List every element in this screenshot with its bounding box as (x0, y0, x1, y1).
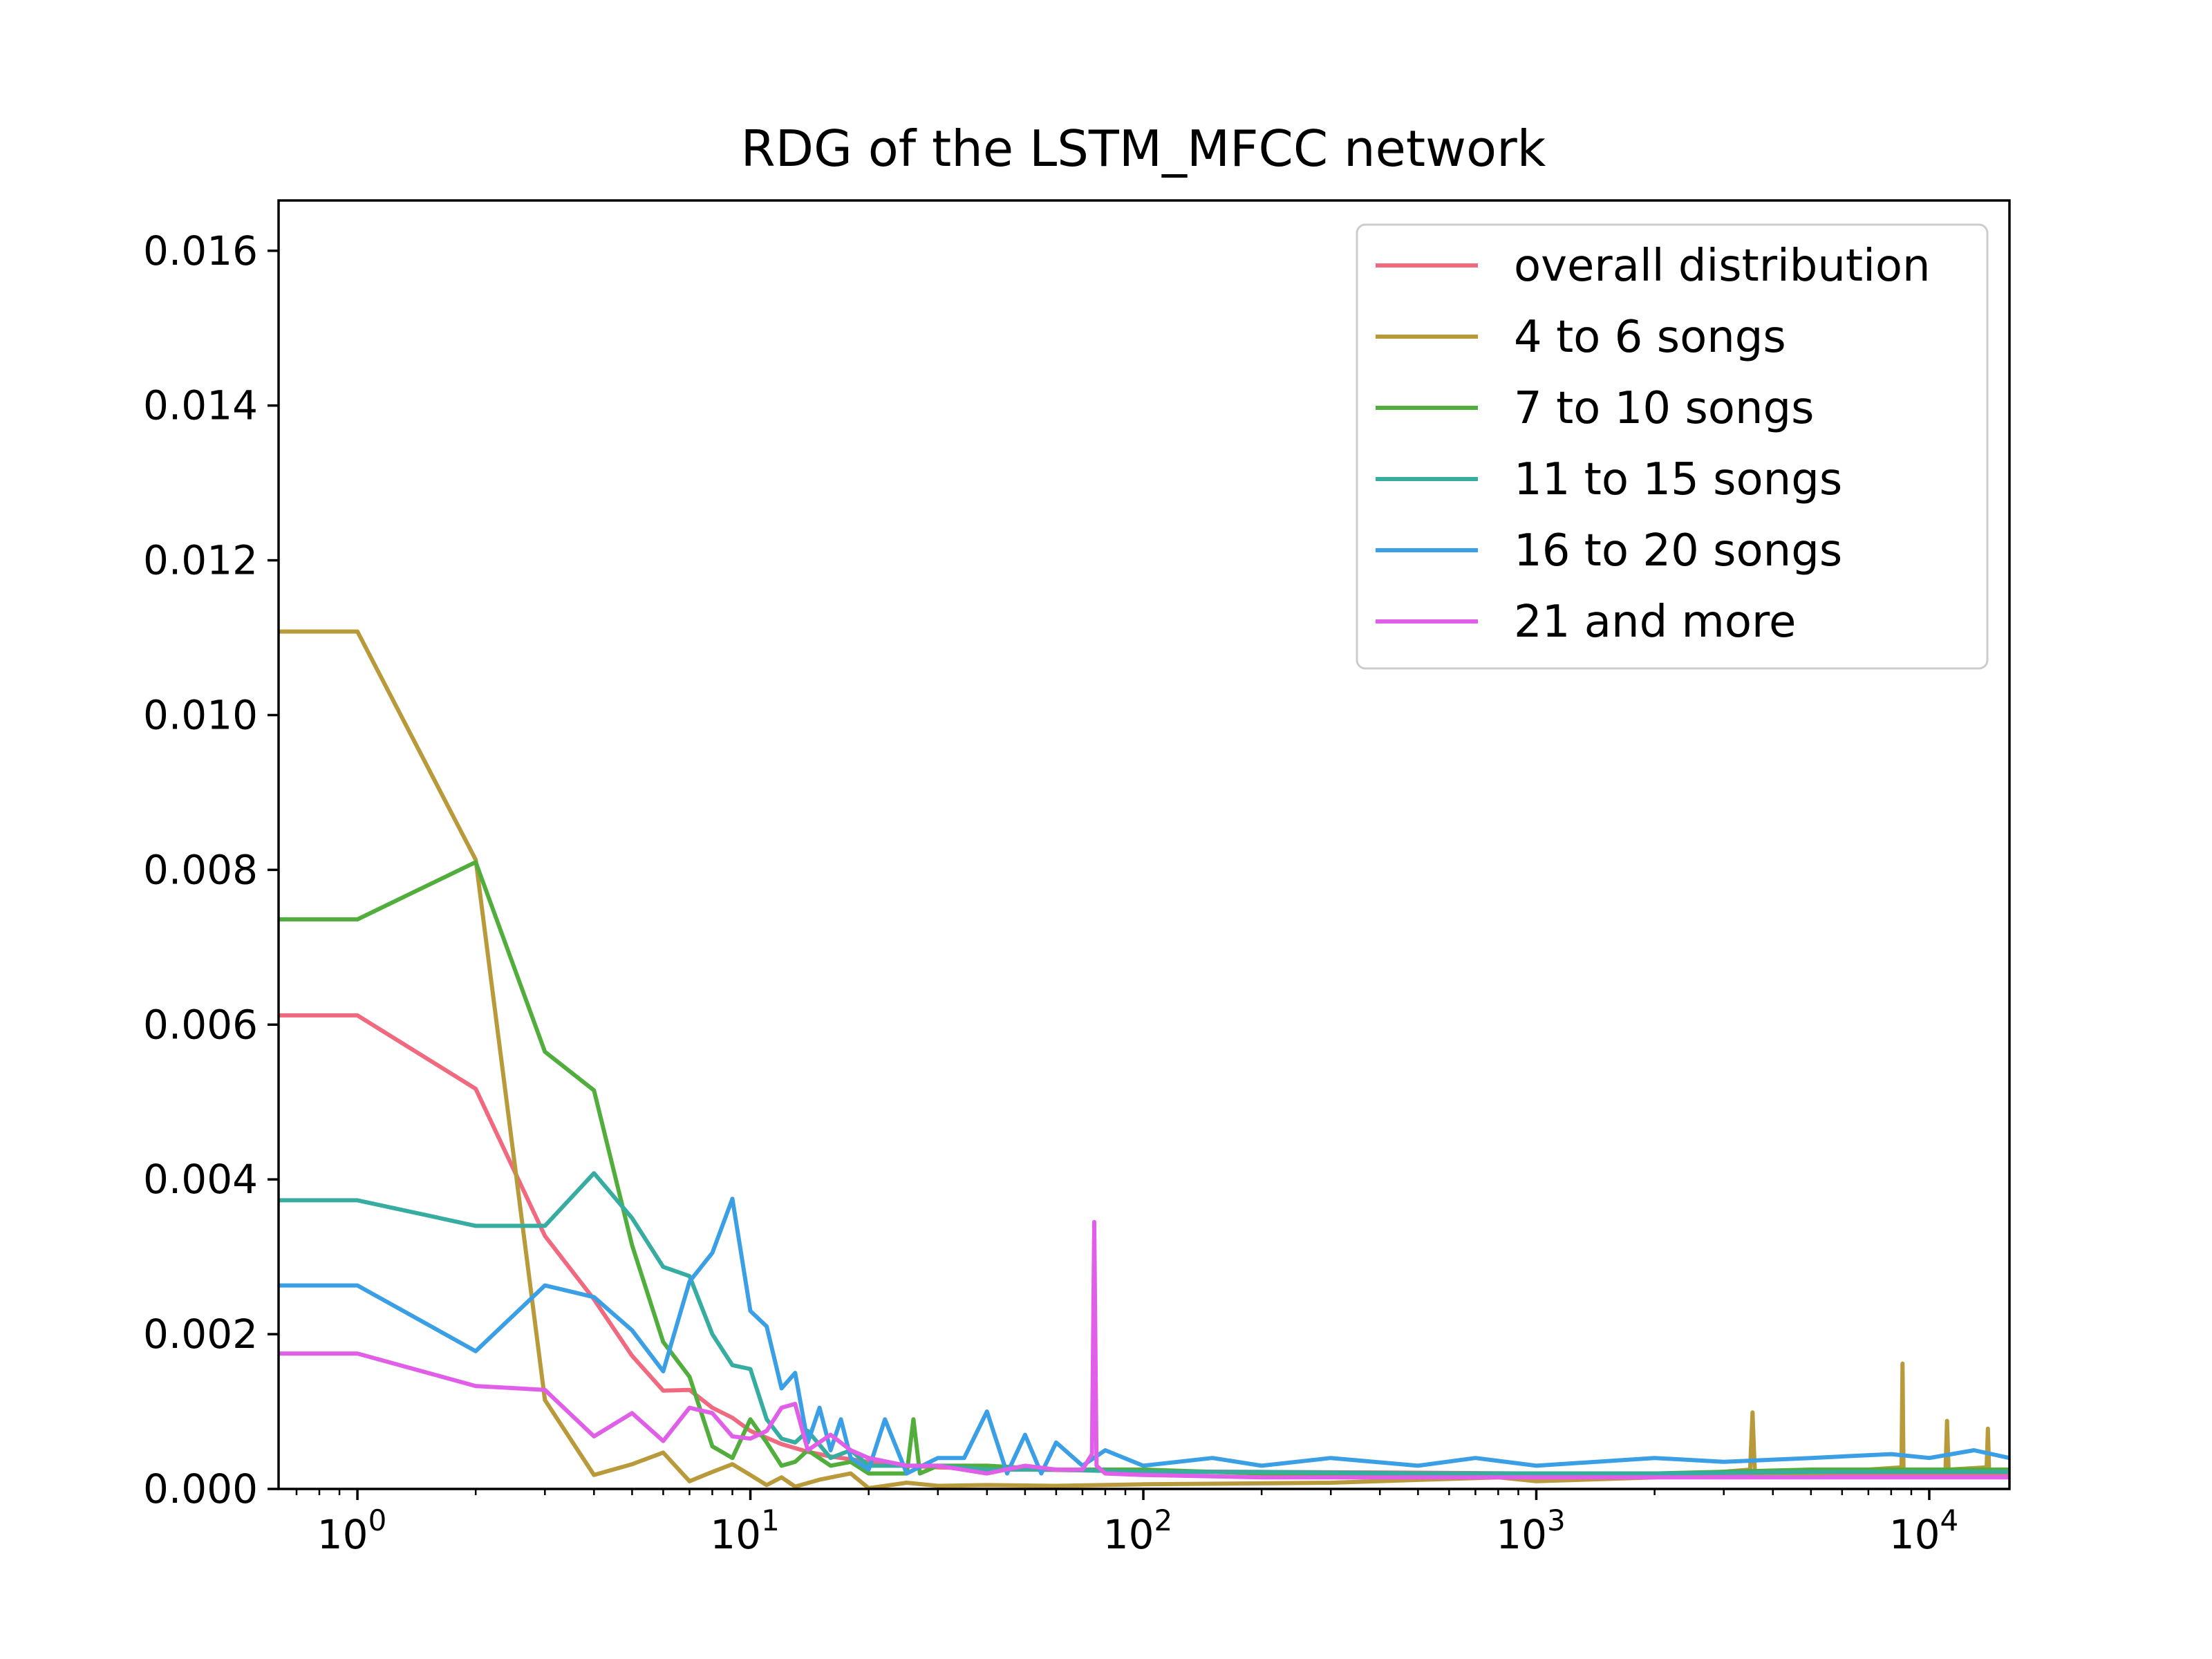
legend-label: 21 and more (1514, 597, 1796, 648)
series-line-2 (279, 629, 2009, 1489)
series-layer (279, 629, 2009, 1489)
x-tick-label: 101 (710, 1503, 780, 1558)
series-line-5 (279, 1197, 2009, 1476)
y-tick-label: 0.000 (143, 1465, 258, 1512)
y-tick-label: 0.006 (143, 1001, 258, 1048)
axes: 0.000 0.002 0.004 0.006 0.008 0.010 0.012 0.014… (143, 199, 2011, 1558)
legend-box (1356, 223, 1989, 670)
y-tick-label: 0.014 (143, 382, 258, 429)
legend-label: 16 to 20 songs (1514, 525, 1842, 577)
legend-label: 11 to 15 songs (1514, 454, 1842, 505)
chart-title: RDG of the LSTM_MFCC network (741, 120, 1546, 178)
y-tick-label: 0.012 (143, 537, 258, 584)
y-tick-label: 0.004 (143, 1156, 258, 1203)
legend-label: overall distribution (1514, 241, 1931, 292)
x-tick-label: 100 (317, 1503, 387, 1558)
y-tick-label: 0.016 (143, 227, 258, 274)
y-tick-label: 0.008 (143, 846, 258, 893)
x-tick-label: 102 (1103, 1503, 1173, 1558)
legend-label: 4 to 6 songs (1514, 312, 1786, 363)
series-line-6 (279, 1219, 2009, 1480)
legend-label: 7 to 10 songs (1514, 383, 1814, 434)
legend: overall distribution 4 to 6 songs 7 to 10 … (1356, 223, 1989, 670)
x-tick-label: 104 (1889, 1503, 1959, 1558)
y-tick-label: 0.010 (143, 691, 258, 738)
y-tick-label: 0.002 (143, 1311, 258, 1358)
series-line-3 (279, 860, 2009, 1476)
x-tick-label: 103 (1496, 1503, 1566, 1558)
